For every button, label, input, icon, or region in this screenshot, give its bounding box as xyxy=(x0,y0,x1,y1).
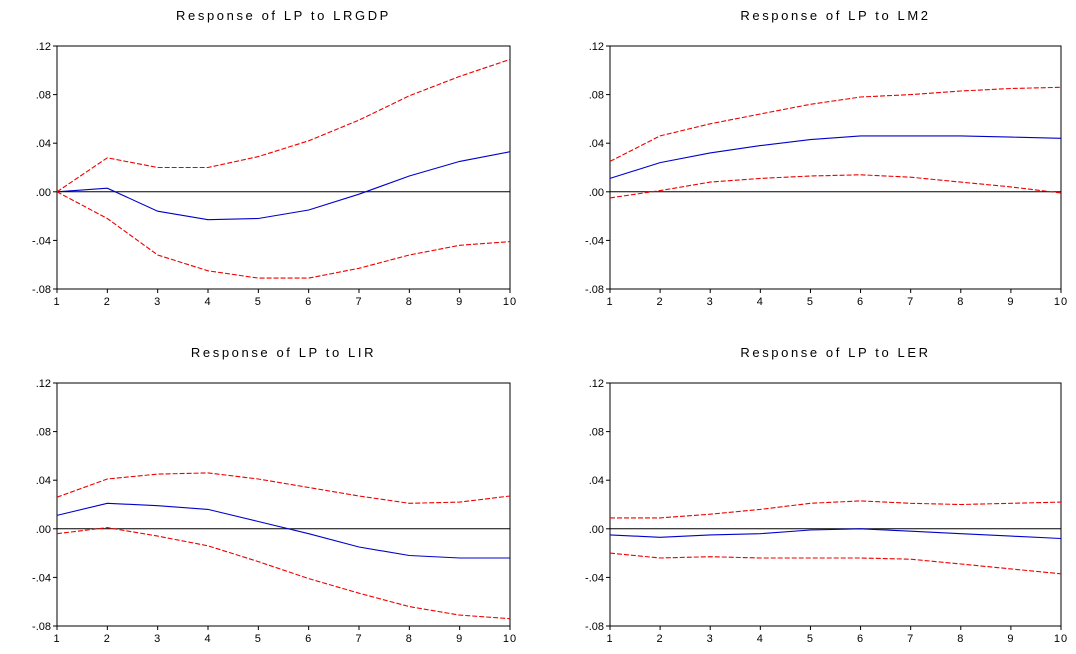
x-tick-label: 9 xyxy=(456,296,463,308)
x-tick-label: 5 xyxy=(807,296,814,308)
x-tick-label: 10 xyxy=(503,633,517,645)
lower-band-line xyxy=(56,191,511,279)
y-tick-label: .00 xyxy=(589,524,604,536)
y-tick-label: .04 xyxy=(589,138,604,150)
x-tick-label: 1 xyxy=(606,296,613,308)
lower-band-line xyxy=(609,552,1062,575)
y-tick-label: .08 xyxy=(36,90,51,102)
response-line xyxy=(56,502,510,559)
chart-title: Response of LP to LER xyxy=(740,345,930,360)
lower-band-line xyxy=(56,527,511,620)
y-tick-label: .08 xyxy=(36,427,51,439)
x-tick-label: 10 xyxy=(503,296,517,308)
chart-panel-lir: Response of LP to LIR .12 .08 .04 .00 -.04 -.… xyxy=(32,345,517,645)
x-tick-label: 6 xyxy=(857,296,864,308)
y-tick-label: .04 xyxy=(589,475,604,487)
x-tick-label: 4 xyxy=(204,296,211,308)
y-tick-label: .00 xyxy=(36,524,51,536)
x-tick-label: 9 xyxy=(456,633,463,645)
x-tick-label: 9 xyxy=(1007,633,1014,645)
upper-band-line xyxy=(56,58,511,193)
x-tick-label: 3 xyxy=(154,296,161,308)
y-tick-label: .04 xyxy=(36,475,51,487)
plot-frame xyxy=(56,45,511,290)
x-tick-label: 5 xyxy=(255,296,262,308)
x-tick-label: 3 xyxy=(707,633,714,645)
plot-frame xyxy=(609,45,1062,290)
chart-title: Response of LP to LRGDP xyxy=(176,8,391,23)
y-tick-label: -.04 xyxy=(32,235,51,247)
upper-band-line xyxy=(609,86,1062,162)
y-tick-label: .00 xyxy=(589,187,604,199)
chart-panel-lrgdp: Response of LP to LRGDP .12 .08 .04 .00 -.04… xyxy=(32,8,517,308)
y-tick-label: -.08 xyxy=(585,621,604,633)
y-tick-label: -.04 xyxy=(32,572,51,584)
x-tick-label: 3 xyxy=(154,633,161,645)
y-tick-label: .12 xyxy=(36,378,51,390)
response-line xyxy=(609,528,1062,540)
response-line xyxy=(609,135,1062,179)
y-tick-label: .12 xyxy=(589,41,604,53)
x-tick-label: 6 xyxy=(305,296,312,308)
plot-frame xyxy=(609,382,1062,627)
x-tick-label: 2 xyxy=(657,633,664,645)
y-tick-label: .12 xyxy=(36,41,51,53)
chart-title: Response of LP to LM2 xyxy=(740,8,930,23)
x-tick-label: 4 xyxy=(204,633,211,645)
y-tick-label: -.04 xyxy=(585,235,604,247)
y-tick-label: -.04 xyxy=(585,572,604,584)
x-tick-label: 6 xyxy=(857,633,864,645)
x-tick-label: 2 xyxy=(657,296,664,308)
x-tick-label: 7 xyxy=(907,296,914,308)
x-tick-label: 4 xyxy=(757,633,764,645)
plot-frame xyxy=(56,382,511,627)
y-tick-label: .08 xyxy=(589,90,604,102)
x-tick-label: 5 xyxy=(255,633,262,645)
chart-panel-lm2: Response of LP to LM2 .12 .08 .04 .00 -.04 -.… xyxy=(585,8,1068,308)
x-tick-label: 1 xyxy=(53,633,60,645)
chart-panel-ler: Response of LP to LER .12 .08 .04 .00 -.04 -.… xyxy=(585,345,1068,645)
x-tick-label: 4 xyxy=(757,296,764,308)
x-tick-label: 1 xyxy=(606,633,613,645)
x-tick-label: 8 xyxy=(957,296,964,308)
y-tick-label: .04 xyxy=(36,138,51,150)
upper-band-line xyxy=(610,500,1062,519)
chart-title: Response of LP to LIR xyxy=(191,345,376,360)
x-tick-label: 2 xyxy=(104,633,111,645)
x-tick-label: 6 xyxy=(305,633,312,645)
x-tick-label: 8 xyxy=(406,633,413,645)
response-line xyxy=(56,151,511,221)
lower-band-line xyxy=(609,174,1062,199)
x-tick-label: 8 xyxy=(406,296,413,308)
y-tick-label: -.08 xyxy=(32,284,51,296)
x-tick-label: 3 xyxy=(707,296,714,308)
x-tick-label: 5 xyxy=(807,633,814,645)
x-tick-label: 8 xyxy=(957,633,964,645)
x-tick-label: 1 xyxy=(53,296,60,308)
y-tick-label: -.08 xyxy=(32,621,51,633)
x-tick-label: 7 xyxy=(907,633,914,645)
y-tick-label: .12 xyxy=(589,378,604,390)
y-tick-label: .08 xyxy=(589,427,604,439)
x-tick-label: 10 xyxy=(1054,633,1068,645)
x-tick-label: 2 xyxy=(104,296,111,308)
x-tick-label: 7 xyxy=(355,633,362,645)
y-tick-label: .00 xyxy=(36,187,51,199)
x-tick-label: 10 xyxy=(1054,296,1068,308)
x-tick-label: 7 xyxy=(355,296,362,308)
upper-band-line xyxy=(56,472,511,504)
y-tick-label: -.08 xyxy=(585,284,604,296)
x-tick-label: 9 xyxy=(1007,296,1014,308)
